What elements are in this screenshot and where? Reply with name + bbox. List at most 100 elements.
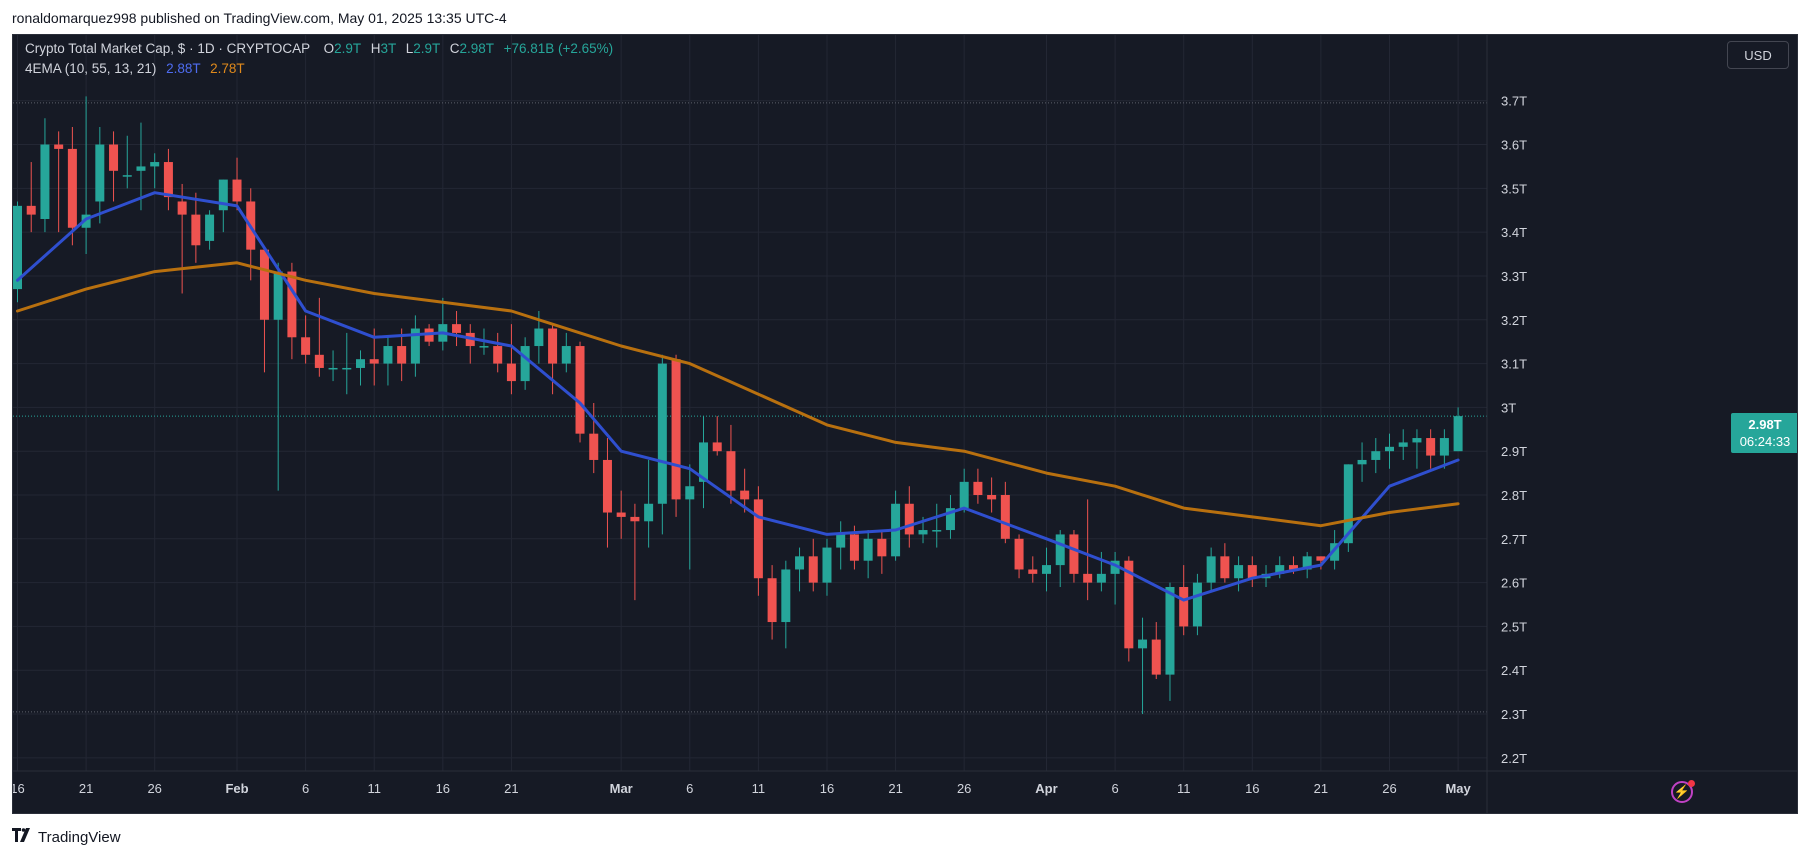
candle-body bbox=[863, 538, 873, 561]
currency-button[interactable]: USD bbox=[1727, 41, 1789, 69]
candle-body bbox=[1055, 534, 1065, 566]
x-tick-label: 6 bbox=[686, 781, 693, 796]
candle-body bbox=[95, 144, 105, 202]
candle-body bbox=[1124, 560, 1134, 649]
chart-panel[interactable]: 3.7T 3.6T 3.5T 3.4T 3.3T 3.2T 3.1T 3T 2.9T 2.8T 2.… bbox=[12, 34, 1798, 814]
candle-body bbox=[122, 175, 132, 177]
candle-body bbox=[136, 166, 146, 171]
candle-body bbox=[191, 214, 201, 246]
ema-slow-line bbox=[16, 261, 1460, 528]
candle-body bbox=[1138, 639, 1148, 649]
candle-body bbox=[932, 530, 942, 532]
x-tick-label: 16 bbox=[1245, 781, 1259, 796]
x-tick-label: 16 bbox=[436, 781, 450, 796]
low-label: L bbox=[405, 41, 414, 56]
close-label: C bbox=[449, 41, 460, 56]
candle-body bbox=[1453, 416, 1463, 452]
candle-body bbox=[150, 162, 160, 167]
candle-body bbox=[973, 481, 983, 495]
candle-body bbox=[534, 328, 544, 347]
candle-body bbox=[630, 516, 640, 522]
candle-body bbox=[575, 346, 585, 434]
current-price-tag: 2.98T 06:24:33 bbox=[1731, 413, 1797, 453]
publisher-line: ronaldomarquez998 published on TradingVi… bbox=[12, 10, 507, 26]
x-tick-label: 21 bbox=[504, 781, 518, 796]
candle-body bbox=[1028, 569, 1038, 574]
candle-body bbox=[40, 144, 50, 219]
x-tick-label: Feb bbox=[225, 781, 248, 796]
candle-body bbox=[644, 503, 654, 522]
candle-body bbox=[822, 547, 832, 583]
candle-body bbox=[1357, 459, 1367, 465]
ema-fast-value: 2.88T bbox=[166, 61, 201, 76]
candle-body bbox=[616, 512, 626, 517]
candlestick-chart[interactable]: 3.7T 3.6T 3.5T 3.4T 3.3T 3.2T 3.1T 3T 2.9T 2.8T 2.… bbox=[13, 35, 1798, 814]
candle-body bbox=[877, 538, 887, 557]
x-tick-label: 11 bbox=[1177, 781, 1191, 796]
footer-brand-text: TradingView bbox=[38, 828, 121, 846]
candle-body bbox=[1288, 565, 1298, 570]
bar-countdown: 06:24:33 bbox=[1739, 434, 1791, 449]
candle-body bbox=[493, 346, 503, 364]
y-tick-label: 3.7T bbox=[1501, 94, 1527, 109]
lightning-icon[interactable]: ⚡ bbox=[1671, 780, 1695, 803]
candle-body bbox=[479, 346, 489, 348]
candle-body bbox=[740, 490, 750, 500]
candle-body bbox=[1220, 556, 1230, 579]
y-tick-label: 3.5T bbox=[1501, 181, 1527, 196]
candle-body bbox=[314, 354, 324, 368]
candle-body bbox=[657, 363, 667, 504]
candle-body bbox=[561, 346, 571, 364]
candle-body bbox=[383, 346, 393, 364]
x-tick-label: 21 bbox=[79, 781, 93, 796]
footer-brand[interactable]: TradingView bbox=[12, 826, 121, 848]
candle-body bbox=[548, 328, 558, 364]
candle-body bbox=[287, 271, 297, 338]
candle-body bbox=[301, 337, 311, 355]
candle-body bbox=[795, 556, 805, 570]
y-tick-label: 2.8T bbox=[1501, 488, 1527, 503]
y-tick-label: 2.2T bbox=[1501, 751, 1527, 766]
candle-body bbox=[520, 346, 530, 382]
candle-body bbox=[1096, 573, 1106, 583]
candle-body bbox=[589, 433, 599, 460]
candle-body bbox=[328, 367, 338, 370]
candle-body bbox=[177, 201, 187, 215]
candle-body bbox=[767, 578, 777, 623]
candle-body bbox=[1247, 565, 1257, 579]
symbol-legend: Crypto Total Market Cap, $ · 1D · CRYPTO… bbox=[25, 41, 613, 56]
x-tick-label: Mar bbox=[610, 781, 633, 796]
y-tick-label: 3.2T bbox=[1501, 313, 1527, 328]
candle-body bbox=[410, 328, 420, 364]
y-tick-label: 3T bbox=[1501, 400, 1516, 415]
x-tick-label: 26 bbox=[1382, 781, 1396, 796]
candle-body bbox=[1302, 556, 1312, 570]
candle-body bbox=[1165, 587, 1175, 675]
high-label: H bbox=[370, 41, 381, 56]
candle-body bbox=[1412, 438, 1422, 443]
indicator-legend[interactable]: 4EMA (10, 55, 13, 21) 2.88T 2.78T bbox=[25, 61, 245, 76]
indicator-title: 4EMA (10, 55, 13, 21) bbox=[25, 61, 157, 76]
candle-body bbox=[1330, 543, 1340, 561]
candle-body bbox=[1426, 438, 1436, 456]
candle-body bbox=[685, 486, 695, 500]
candle-body bbox=[397, 346, 407, 364]
x-tick-label: 6 bbox=[302, 781, 309, 796]
x-tick-label: 16 bbox=[13, 781, 25, 796]
ema-fast-line bbox=[16, 191, 1460, 602]
candle-body bbox=[1042, 565, 1051, 574]
low-value: 2.9T bbox=[413, 41, 441, 56]
candle-body bbox=[959, 481, 969, 509]
candle-body bbox=[205, 214, 215, 241]
candle-body bbox=[232, 179, 242, 202]
candle-body bbox=[218, 179, 228, 211]
candle-body bbox=[54, 144, 64, 149]
candle-body bbox=[1151, 639, 1161, 675]
candle-body bbox=[1014, 538, 1024, 570]
y-tick-label: 3.6T bbox=[1501, 138, 1527, 153]
open-label: O bbox=[323, 41, 335, 56]
y-tick-label: 3.4T bbox=[1501, 225, 1527, 240]
y-tick-label: 2.3T bbox=[1501, 707, 1527, 722]
candle-body bbox=[987, 495, 997, 500]
close-value: 2.98T bbox=[459, 41, 494, 56]
